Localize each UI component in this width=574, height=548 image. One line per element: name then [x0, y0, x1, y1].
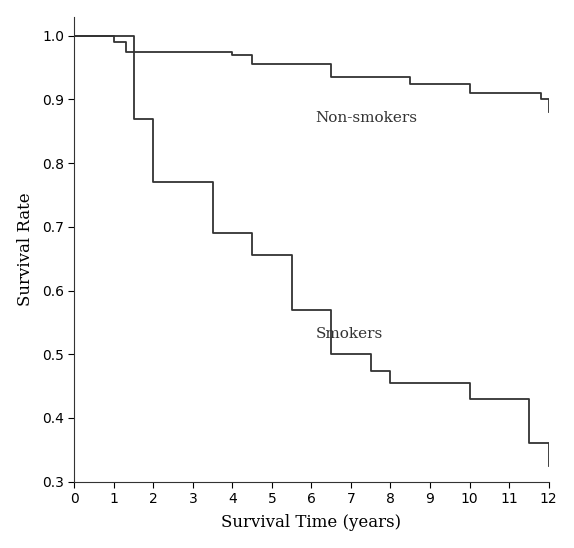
X-axis label: Survival Time (years): Survival Time (years): [222, 515, 402, 532]
Text: Smokers: Smokers: [316, 327, 383, 341]
Text: Non-smokers: Non-smokers: [316, 111, 417, 125]
Y-axis label: Survival Rate: Survival Rate: [17, 192, 34, 306]
